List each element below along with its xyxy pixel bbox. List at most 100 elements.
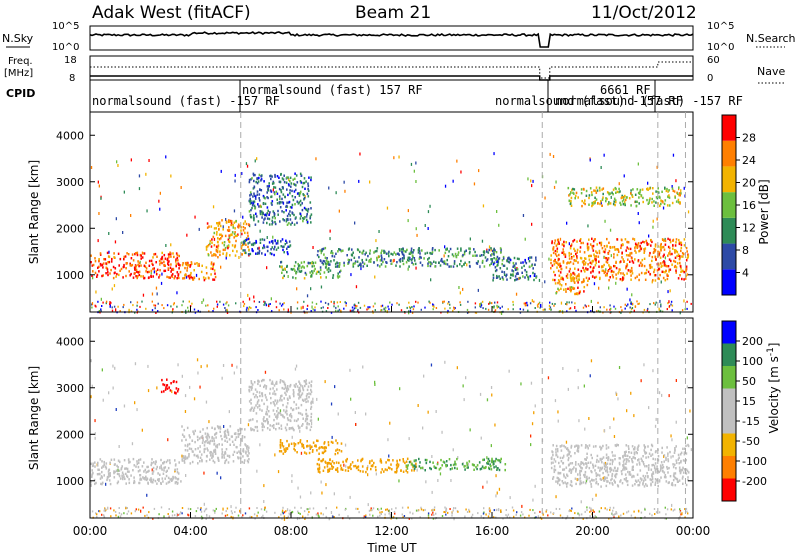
colorbar-swatch: [722, 166, 736, 193]
echo-cell: [582, 278, 585, 281]
echo-cell: [203, 450, 206, 454]
echo-cell: [646, 471, 648, 475]
echo-cell: [295, 407, 298, 410]
echo-cell: [247, 449, 250, 452]
echo-cell: [638, 463, 641, 466]
echo-cell: [568, 251, 570, 255]
echo-cell: [429, 204, 431, 208]
echo-cell: [547, 514, 549, 517]
echo-cell: [441, 430, 443, 434]
echo-cell: [408, 252, 411, 255]
echo-cell: [268, 415, 271, 418]
echo-cell: [299, 386, 301, 390]
echo-cell: [253, 429, 255, 432]
echo-cell: [263, 244, 265, 247]
echo-cell: [197, 264, 199, 267]
echo-cell: [301, 413, 304, 416]
echo-cell: [388, 250, 390, 254]
echo-cell: [323, 271, 326, 274]
echo-cell: [281, 394, 283, 397]
echo-cell: [483, 507, 485, 510]
echo-cell: [230, 223, 232, 227]
echo-cell: [428, 261, 430, 264]
echo-cell: [365, 251, 367, 254]
echo-cell: [649, 251, 651, 255]
echo-cell: [667, 302, 669, 305]
echo-cell: [575, 275, 578, 278]
echo-cell: [138, 264, 140, 268]
echo-cell: [476, 254, 478, 257]
echo-cell: [206, 435, 208, 438]
echo-cell: [665, 264, 667, 268]
echo-cell: [642, 240, 644, 244]
echo-cell: [404, 461, 406, 465]
echo-cell: [623, 458, 626, 461]
echo-cell: [663, 262, 666, 265]
echo-cell: [552, 444, 554, 447]
echo-cell: [188, 455, 190, 458]
echo-cell: [205, 517, 207, 520]
echo-cell: [671, 503, 673, 507]
echo-cell: [662, 255, 665, 258]
echo-cell: [109, 474, 111, 477]
echo-cell: [555, 444, 558, 448]
echo-cell: [559, 514, 562, 517]
echo-cell: [654, 248, 657, 252]
echo-cell: [143, 477, 145, 480]
echo-cell: [336, 467, 339, 470]
echo-cell: [446, 247, 448, 250]
echo-cell: [496, 306, 498, 309]
echo-cell: [286, 402, 289, 405]
echo-cell: [327, 443, 330, 447]
echo-cell: [305, 180, 307, 183]
echo-cell: [312, 397, 314, 401]
echo-cell: [326, 462, 329, 465]
echo-cell: [330, 402, 333, 406]
echo-cell: [589, 254, 591, 258]
echo-cell: [496, 301, 499, 304]
echo-cell: [440, 259, 442, 262]
echo-cell: [316, 253, 319, 257]
echo-cell: [550, 308, 552, 311]
echo-cell: [432, 511, 434, 514]
echo-cell: [459, 291, 461, 295]
echo-cell: [283, 219, 286, 222]
echo-cell: [581, 467, 583, 470]
echo-cell: [286, 447, 289, 451]
echo-cell: [521, 266, 523, 269]
echo-cell: [372, 514, 374, 517]
echo-cell: [154, 307, 156, 310]
echo-cell: [618, 457, 621, 460]
echo-cell: [238, 256, 240, 259]
echo-cell: [152, 517, 154, 520]
echo-cell: [136, 462, 139, 466]
echo-cell: [649, 273, 651, 276]
echo-cell: [684, 277, 687, 280]
echo-cell: [184, 261, 187, 265]
echo-cell: [314, 309, 316, 312]
echo-cell: [164, 477, 166, 480]
echo-cell: [357, 468, 360, 472]
echo-cell: [299, 180, 302, 183]
echo-cell: [261, 409, 263, 412]
echo-cell: [333, 462, 335, 465]
echo-cell: [456, 366, 458, 370]
echo-cell: [333, 305, 335, 308]
echo-cell: [459, 301, 461, 304]
echo-cell: [115, 408, 117, 411]
echo-cell: [667, 454, 669, 458]
echo-cell: [605, 197, 607, 200]
echo-cell: [306, 421, 309, 425]
echo-cell: [352, 309, 354, 312]
echo-cell: [300, 451, 303, 455]
echo-cell: [127, 253, 130, 256]
echo-cell: [637, 212, 639, 215]
echo-cell: [333, 259, 335, 262]
echo-cell: [457, 456, 459, 459]
echo-cell: [424, 224, 426, 227]
echo-cell: [570, 273, 573, 277]
echo-cell: [354, 304, 356, 307]
echo-cell: [592, 240, 595, 243]
echo-cell: [600, 507, 602, 510]
echo-cell: [611, 191, 613, 194]
